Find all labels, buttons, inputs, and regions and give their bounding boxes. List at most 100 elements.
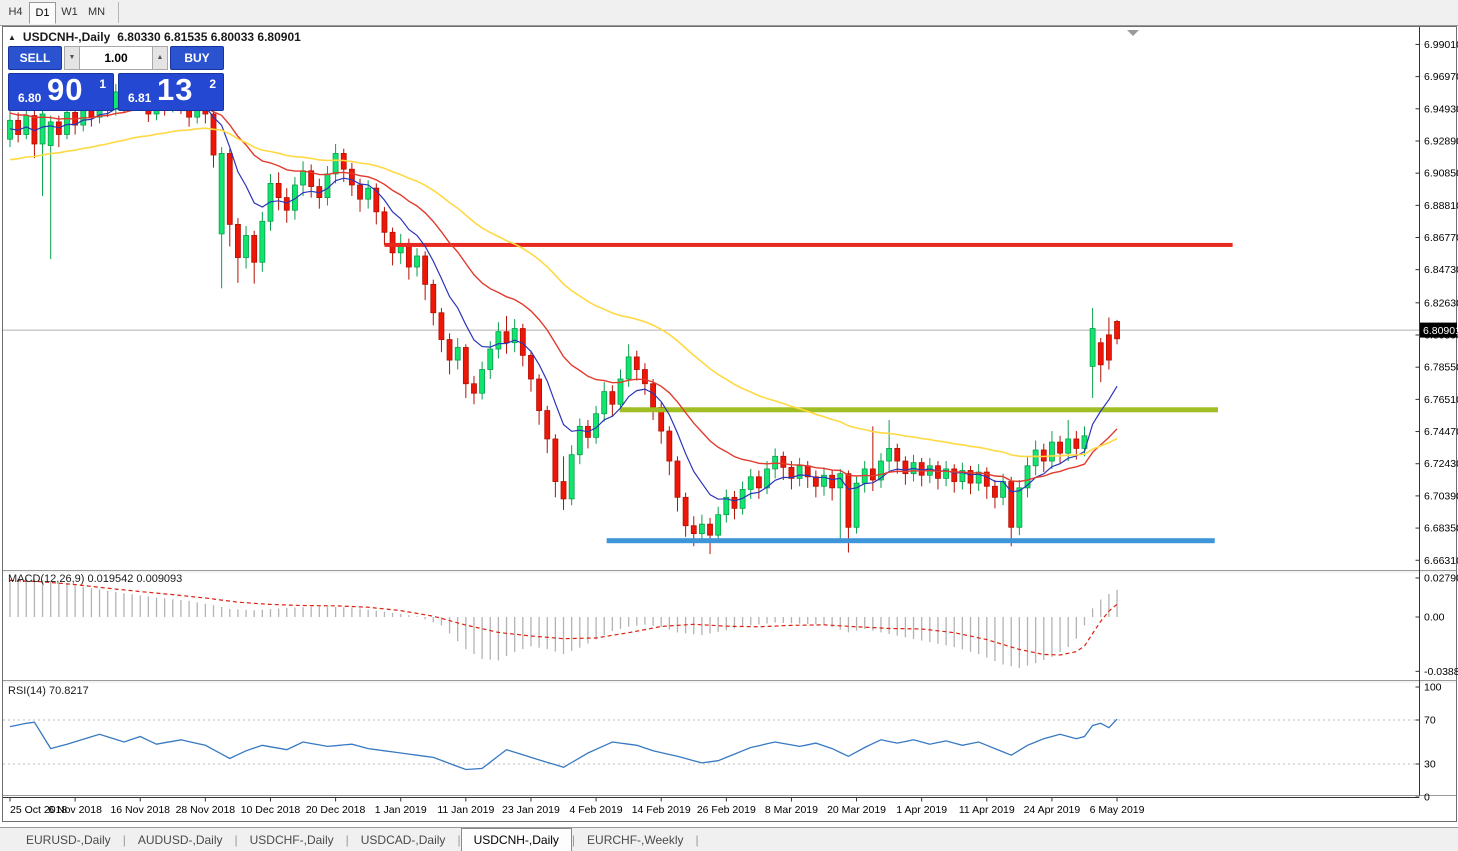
sell-price-small: 6.80 <box>18 91 42 105</box>
svg-text:6.99010: 6.99010 <box>1424 39 1458 51</box>
resistance-red <box>384 242 1233 247</box>
chart-tab-usdcnh[interactable]: USDCNH-,Daily <box>460 828 572 851</box>
sell-button[interactable]: SELL <box>8 46 62 70</box>
svg-text:20 Dec 2018: 20 Dec 2018 <box>306 804 366 816</box>
toolbar-separator <box>118 2 119 23</box>
timeframe-tab-w1[interactable]: W1 <box>61 6 78 18</box>
tab-separator: | <box>234 833 238 847</box>
svg-text:11 Jan 2019: 11 Jan 2019 <box>437 804 494 816</box>
svg-text:-0.03887: -0.03887 <box>1424 666 1458 678</box>
tab-separator: | <box>122 833 126 847</box>
chart-tab-eurusd[interactable]: EURUSD-,Daily <box>26 833 111 847</box>
candles <box>7 79 1120 555</box>
timeframe-tab-d1[interactable]: D1 <box>29 2 56 24</box>
chart-tab-audusd[interactable]: AUDUSD-,Daily <box>137 833 223 847</box>
svg-text:6 Nov 2018: 6 Nov 2018 <box>48 804 102 816</box>
svg-text:100: 100 <box>1424 682 1442 694</box>
timeframe-tab-h4[interactable]: H4 <box>8 6 23 18</box>
chart-canvas[interactable]: 6.99010 6.96970 6.94930 6.92890 6.90850 6.888… <box>0 26 1458 823</box>
svg-text:24 Apr 2019: 24 Apr 2019 <box>1024 804 1081 816</box>
svg-text:6.86770: 6.86770 <box>1424 232 1458 244</box>
tab-separator: | <box>345 833 349 847</box>
one-click-trading-panel: SELL ▼ 1.00 ▲ BUY 6.80 90 1 6.81 13 2 <box>8 46 224 111</box>
svg-text:6.92890: 6.92890 <box>1424 135 1458 147</box>
tab-separator: | <box>571 833 576 847</box>
svg-text:28 Nov 2018: 28 Nov 2018 <box>176 804 236 816</box>
svg-text:6.82630: 6.82630 <box>1424 297 1458 309</box>
svg-text:1 Jan 2019: 1 Jan 2019 <box>375 804 427 816</box>
svg-text:16 Nov 2018: 16 Nov 2018 <box>110 804 170 816</box>
chart-tabs-bar: EURUSD-,Daily | AUDUSD-,Daily | USDCHF-,Dail… <box>0 827 1458 851</box>
buy-price-sup: 2 <box>209 77 216 91</box>
chart-header: ▲ USDCNH-,Daily 6.80330 6.81535 6.80033 … <box>8 30 301 44</box>
volume-input[interactable]: 1.00 <box>80 46 152 70</box>
chart-window: 6.99010 6.96970 6.94930 6.92890 6.90850 6.888… <box>0 26 1458 823</box>
volume-stepper: ▼ 1.00 ▲ <box>64 46 168 70</box>
svg-text:4 Feb 2019: 4 Feb 2019 <box>570 804 623 816</box>
buy-button[interactable]: BUY <box>170 46 224 70</box>
timeframe-tabs: H4 D1 W1 MN <box>2 2 119 25</box>
svg-text:8 Mar 2019: 8 Mar 2019 <box>765 804 818 816</box>
moving-averages <box>9 100 1118 502</box>
fast-ema-line <box>9 100 1118 502</box>
svg-text:6.68350: 6.68350 <box>1424 523 1458 535</box>
rsi-label: RSI(14) 70.8217 <box>8 685 89 697</box>
svg-text:6.74470: 6.74470 <box>1424 426 1458 438</box>
svg-text:10 Dec 2018: 10 Dec 2018 <box>241 804 301 816</box>
level-olive <box>619 407 1218 413</box>
svg-text:14 Feb 2019: 14 Feb 2019 <box>632 804 691 816</box>
svg-text:6 May 2019: 6 May 2019 <box>1090 804 1145 816</box>
tab-separator: | <box>695 833 699 847</box>
trade-panel-row2: 6.80 90 1 6.81 13 2 <box>8 72 224 111</box>
svg-text:6.80901: 6.80901 <box>1423 325 1458 337</box>
chart-tab-usdchf[interactable]: USDCHF-,Daily <box>249 833 334 847</box>
svg-text:6.96970: 6.96970 <box>1424 71 1458 83</box>
rsi-line <box>9 718 1118 771</box>
sell-price-big: 90 <box>47 72 84 107</box>
collapse-panel-icon[interactable]: ▲ <box>8 32 16 42</box>
chart-shift-marker-icon <box>1127 30 1139 36</box>
chart-window-frame <box>2 26 1457 822</box>
chart-ohlc: 6.80330 6.81535 6.80033 6.80901 <box>117 30 301 44</box>
slow-ema-line <box>9 127 1118 458</box>
svg-text:30: 30 <box>1424 759 1436 771</box>
svg-text:6.78550: 6.78550 <box>1424 362 1458 374</box>
timeframe-tab-mn[interactable]: MN <box>87 6 106 18</box>
horizontal-lines <box>384 242 1233 544</box>
svg-text:20 Mar 2019: 20 Mar 2019 <box>827 804 886 816</box>
volume-increase-icon[interactable]: ▲ <box>152 46 168 70</box>
sell-price-sup: 1 <box>99 77 106 91</box>
volume-decrease-icon[interactable]: ▼ <box>64 46 80 70</box>
svg-text:6.72430: 6.72430 <box>1424 458 1458 470</box>
svg-text:6.76510: 6.76510 <box>1424 394 1458 406</box>
chart-title: USDCNH-,Daily <box>22 30 111 44</box>
svg-text:70: 70 <box>1424 715 1436 727</box>
macd-label: MACD(12,26,9) 0.019542 0.009093 <box>8 573 183 585</box>
current-price-badge: 6.80901 <box>1420 322 1458 338</box>
trade-panel-row1: SELL ▼ 1.00 ▲ BUY <box>8 46 224 70</box>
macd-signal-line <box>9 579 1118 656</box>
macd-panel <box>9 578 1118 669</box>
svg-text:0.00: 0.00 <box>1424 612 1445 624</box>
sell-price-box[interactable]: 6.80 90 1 <box>8 72 114 111</box>
support-blue <box>606 538 1215 544</box>
svg-text:6.90850: 6.90850 <box>1424 168 1458 180</box>
chart-tab-usdcad[interactable]: USDCAD-,Daily <box>360 833 446 847</box>
buy-price-small: 6.81 <box>128 91 152 105</box>
buy-price-box[interactable]: 6.81 13 2 <box>118 72 224 111</box>
svg-text:0: 0 <box>1424 792 1430 804</box>
price-axis[interactable]: 6.99010 6.96970 6.94930 6.92890 6.90850 6.888… <box>1415 27 1458 804</box>
svg-text:6.88810: 6.88810 <box>1424 200 1458 212</box>
timeframe-toolbar: H4 D1 W1 MN <box>0 0 1458 26</box>
chart-tab-eurchf[interactable]: EURCHF-,Weekly <box>587 833 684 847</box>
buy-price-big: 13 <box>157 72 194 107</box>
svg-text:6.84730: 6.84730 <box>1424 264 1458 276</box>
tab-separator: | <box>457 833 461 847</box>
svg-text:11 Apr 2019: 11 Apr 2019 <box>959 804 1015 816</box>
svg-text:1 Apr 2019: 1 Apr 2019 <box>896 804 947 816</box>
svg-text:6.70390: 6.70390 <box>1424 490 1458 502</box>
svg-text:6.94930: 6.94930 <box>1424 103 1458 115</box>
chart-shift-marker <box>1127 30 1139 36</box>
